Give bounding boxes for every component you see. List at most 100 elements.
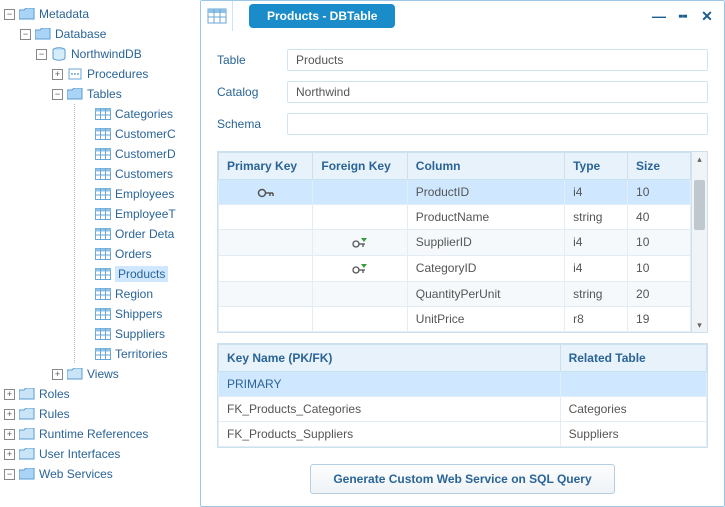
tree-database[interactable]: −Database bbox=[0, 24, 200, 44]
tree-label: Procedures bbox=[87, 67, 148, 81]
table-row[interactable]: SupplierIDi410 bbox=[219, 230, 691, 256]
col-header[interactable]: Column bbox=[407, 153, 564, 180]
minimize-button[interactable]: — bbox=[652, 9, 666, 23]
key-name-cell: PRIMARY bbox=[219, 371, 561, 396]
tree-roles[interactable]: +Roles bbox=[0, 384, 200, 404]
related-table-header[interactable]: Related Table bbox=[560, 344, 706, 371]
tree-tables-icon bbox=[67, 87, 83, 101]
size-cell: 40 bbox=[628, 205, 691, 230]
related-table-cell: Suppliers bbox=[560, 421, 706, 446]
tree-table-employeet-icon bbox=[95, 207, 111, 221]
col-header[interactable]: Size bbox=[628, 153, 691, 180]
tree-metadata[interactable]: −Metadata bbox=[0, 4, 200, 24]
maximize-button[interactable]: ╍ bbox=[676, 9, 690, 23]
tree-table-territories-icon bbox=[95, 347, 111, 361]
expander-icon[interactable]: + bbox=[4, 389, 15, 400]
pk-cell bbox=[219, 255, 313, 281]
tree-web-services[interactable]: −Web Services bbox=[0, 464, 200, 484]
expander-icon[interactable]: + bbox=[4, 409, 15, 420]
fk-cell bbox=[313, 281, 407, 306]
type-cell: i4 bbox=[565, 255, 628, 281]
tree-table-employees[interactable]: Employees bbox=[0, 184, 200, 204]
tree-database-icon bbox=[35, 27, 51, 41]
size-cell: 10 bbox=[628, 255, 691, 281]
tree-rules[interactable]: +Rules bbox=[0, 404, 200, 424]
tree-label: Order Deta bbox=[115, 227, 174, 241]
table-row[interactable]: ProductIDi410 bbox=[219, 180, 691, 205]
tree-views[interactable]: +Views bbox=[0, 364, 200, 384]
expander-icon[interactable]: − bbox=[36, 49, 47, 60]
expander-icon[interactable]: + bbox=[52, 369, 63, 380]
col-header[interactable]: Primary Key bbox=[219, 153, 313, 180]
tree-user-interfaces[interactable]: +User Interfaces bbox=[0, 444, 200, 464]
panel-title: Products - DBTable bbox=[249, 4, 395, 28]
tree-procedures[interactable]: + Procedures bbox=[0, 64, 200, 84]
size-cell: 20 bbox=[628, 281, 691, 306]
size-cell: 10 bbox=[628, 230, 691, 256]
expander-icon[interactable]: + bbox=[4, 429, 15, 440]
tree-table-orders[interactable]: Orders bbox=[0, 244, 200, 264]
tree-table-customerc-icon bbox=[95, 127, 111, 141]
tree-table-employeet[interactable]: EmployeeT bbox=[0, 204, 200, 224]
tree-runtime-references-icon bbox=[19, 427, 35, 441]
tree-table-territories[interactable]: Territories bbox=[0, 344, 200, 364]
key-row[interactable]: FK_Products_CategoriesCategories bbox=[219, 396, 707, 421]
tree-table-shippers[interactable]: Shippers bbox=[0, 304, 200, 324]
type-cell: i4 bbox=[565, 180, 628, 205]
tree-user-interfaces-icon bbox=[19, 447, 35, 461]
tree-table-customerd[interactable]: CustomerD bbox=[0, 144, 200, 164]
generate-ws-button[interactable]: Generate Custom Web Service on SQL Query bbox=[310, 464, 614, 494]
table-row[interactable]: CategoryIDi410 bbox=[219, 255, 691, 281]
scroll-thumb[interactable] bbox=[694, 180, 705, 230]
scrollbar[interactable]: ▴ ▾ bbox=[691, 152, 707, 332]
scroll-up-icon[interactable]: ▴ bbox=[692, 152, 707, 166]
key-name-cell: FK_Products_Suppliers bbox=[219, 421, 561, 446]
tree-label: Tables bbox=[87, 87, 122, 101]
tree-table-suppliers[interactable]: Suppliers bbox=[0, 324, 200, 344]
tree-table-products[interactable]: Products bbox=[0, 264, 200, 284]
table-row[interactable]: UnitPricer819 bbox=[219, 306, 691, 331]
col-header[interactable]: Type bbox=[565, 153, 628, 180]
tree-northwinddb[interactable]: − NorthwindDB bbox=[0, 44, 200, 64]
schema-label: Schema bbox=[217, 117, 287, 131]
tree-table-order-deta[interactable]: Order Deta bbox=[0, 224, 200, 244]
tree-label: NorthwindDB bbox=[71, 47, 142, 61]
expander-icon[interactable]: − bbox=[20, 29, 31, 40]
tree-rules-icon bbox=[19, 407, 35, 421]
keys-grid[interactable]: Key Name (PK/FK)Related TablePRIMARYFK_P… bbox=[217, 343, 708, 448]
expander-icon[interactable]: − bbox=[4, 469, 15, 480]
table-row[interactable]: ProductNamestring40 bbox=[219, 205, 691, 230]
panel-header: Products - DBTable — ╍ ✕ bbox=[201, 1, 724, 31]
tree-table-orders-icon bbox=[95, 247, 111, 261]
key-row[interactable]: PRIMARY bbox=[219, 371, 707, 396]
schema-input[interactable] bbox=[287, 113, 708, 135]
scroll-down-icon[interactable]: ▾ bbox=[692, 318, 707, 332]
fk-cell bbox=[313, 180, 407, 205]
tree-label: Categories bbox=[115, 107, 173, 121]
col-header[interactable]: Foreign Key bbox=[313, 153, 407, 180]
tree-table-customers[interactable]: Customers bbox=[0, 164, 200, 184]
table-row[interactable]: QuantityPerUnitstring20 bbox=[219, 281, 691, 306]
size-cell: 10 bbox=[628, 180, 691, 205]
key-row[interactable]: FK_Products_SuppliersSuppliers bbox=[219, 421, 707, 446]
tree-label: Customers bbox=[115, 167, 173, 181]
fk-cell bbox=[313, 255, 407, 281]
table-input[interactable] bbox=[287, 49, 708, 71]
tree-table-categories[interactable]: Categories bbox=[0, 104, 200, 124]
expander-icon[interactable]: − bbox=[52, 89, 63, 100]
expander-icon[interactable]: + bbox=[4, 449, 15, 460]
expander-icon[interactable]: − bbox=[4, 9, 15, 20]
catalog-input[interactable] bbox=[287, 81, 708, 103]
tree-table-region[interactable]: Region bbox=[0, 284, 200, 304]
expander-icon[interactable]: + bbox=[52, 69, 63, 80]
columns-grid[interactable]: Primary KeyForeign KeyColumnTypeSizeProd… bbox=[217, 151, 708, 333]
close-button[interactable]: ✕ bbox=[700, 9, 714, 23]
tree-views-icon bbox=[67, 367, 83, 381]
metadata-tree[interactable]: −Metadata−Database−NorthwindDB+Procedure… bbox=[0, 0, 200, 507]
tree-label: Employees bbox=[115, 187, 174, 201]
tree-runtime-references[interactable]: +Runtime References bbox=[0, 424, 200, 444]
tree-tables[interactable]: − Tables bbox=[0, 84, 200, 104]
key-name-header[interactable]: Key Name (PK/FK) bbox=[219, 344, 561, 371]
tree-table-customerc[interactable]: CustomerC bbox=[0, 124, 200, 144]
tree-table-shippers-icon bbox=[95, 307, 111, 321]
